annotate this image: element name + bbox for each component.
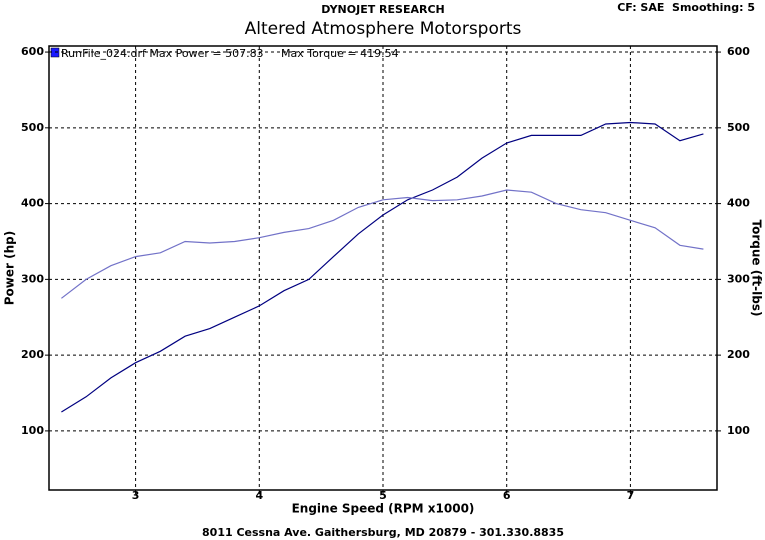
y-axis-label: Power (hp) <box>3 231 17 305</box>
y2-tick-label: 500 <box>727 121 750 134</box>
y-tick-label: 200 <box>21 348 44 361</box>
x-axis-label: Engine Speed (RPM x1000) <box>292 502 475 516</box>
settings-text: CF: SAE Smoothing: 5 <box>617 1 755 14</box>
x-tick-label: 4 <box>255 489 263 502</box>
y-tick-label: 400 <box>21 197 44 210</box>
y2-tick-label: 600 <box>727 45 750 58</box>
y2-tick-label: 200 <box>727 348 750 361</box>
y-tick-label: 600 <box>21 45 44 58</box>
y2-tick-label: 100 <box>727 424 750 437</box>
y-tick-label: 300 <box>21 272 44 285</box>
x-tick-label: 5 <box>379 489 387 502</box>
x-tick-label: 6 <box>503 489 511 502</box>
y-tick-label: 100 <box>21 424 44 437</box>
series-line <box>61 189 704 299</box>
y2-tick-label: 300 <box>727 272 750 285</box>
y-tick-label: 500 <box>21 121 44 134</box>
series-line <box>61 121 704 413</box>
x-tick-label: 3 <box>132 489 140 502</box>
x-tick-label: 7 <box>627 489 635 502</box>
y2-axis-label: Torque (ft-lbs) <box>750 220 764 317</box>
legend-text: RunFile_024.drf Max Power = 507.83 Max T… <box>61 47 399 60</box>
y2-tick-label: 400 <box>727 197 750 210</box>
chart-title: Altered Atmosphere Motorsports <box>245 19 522 39</box>
chart-subtitle: DYNOJET RESEARCH <box>321 3 444 16</box>
footer: 8011 Cessna Ave. Gaithersburg, MD 20879 … <box>202 526 564 539</box>
